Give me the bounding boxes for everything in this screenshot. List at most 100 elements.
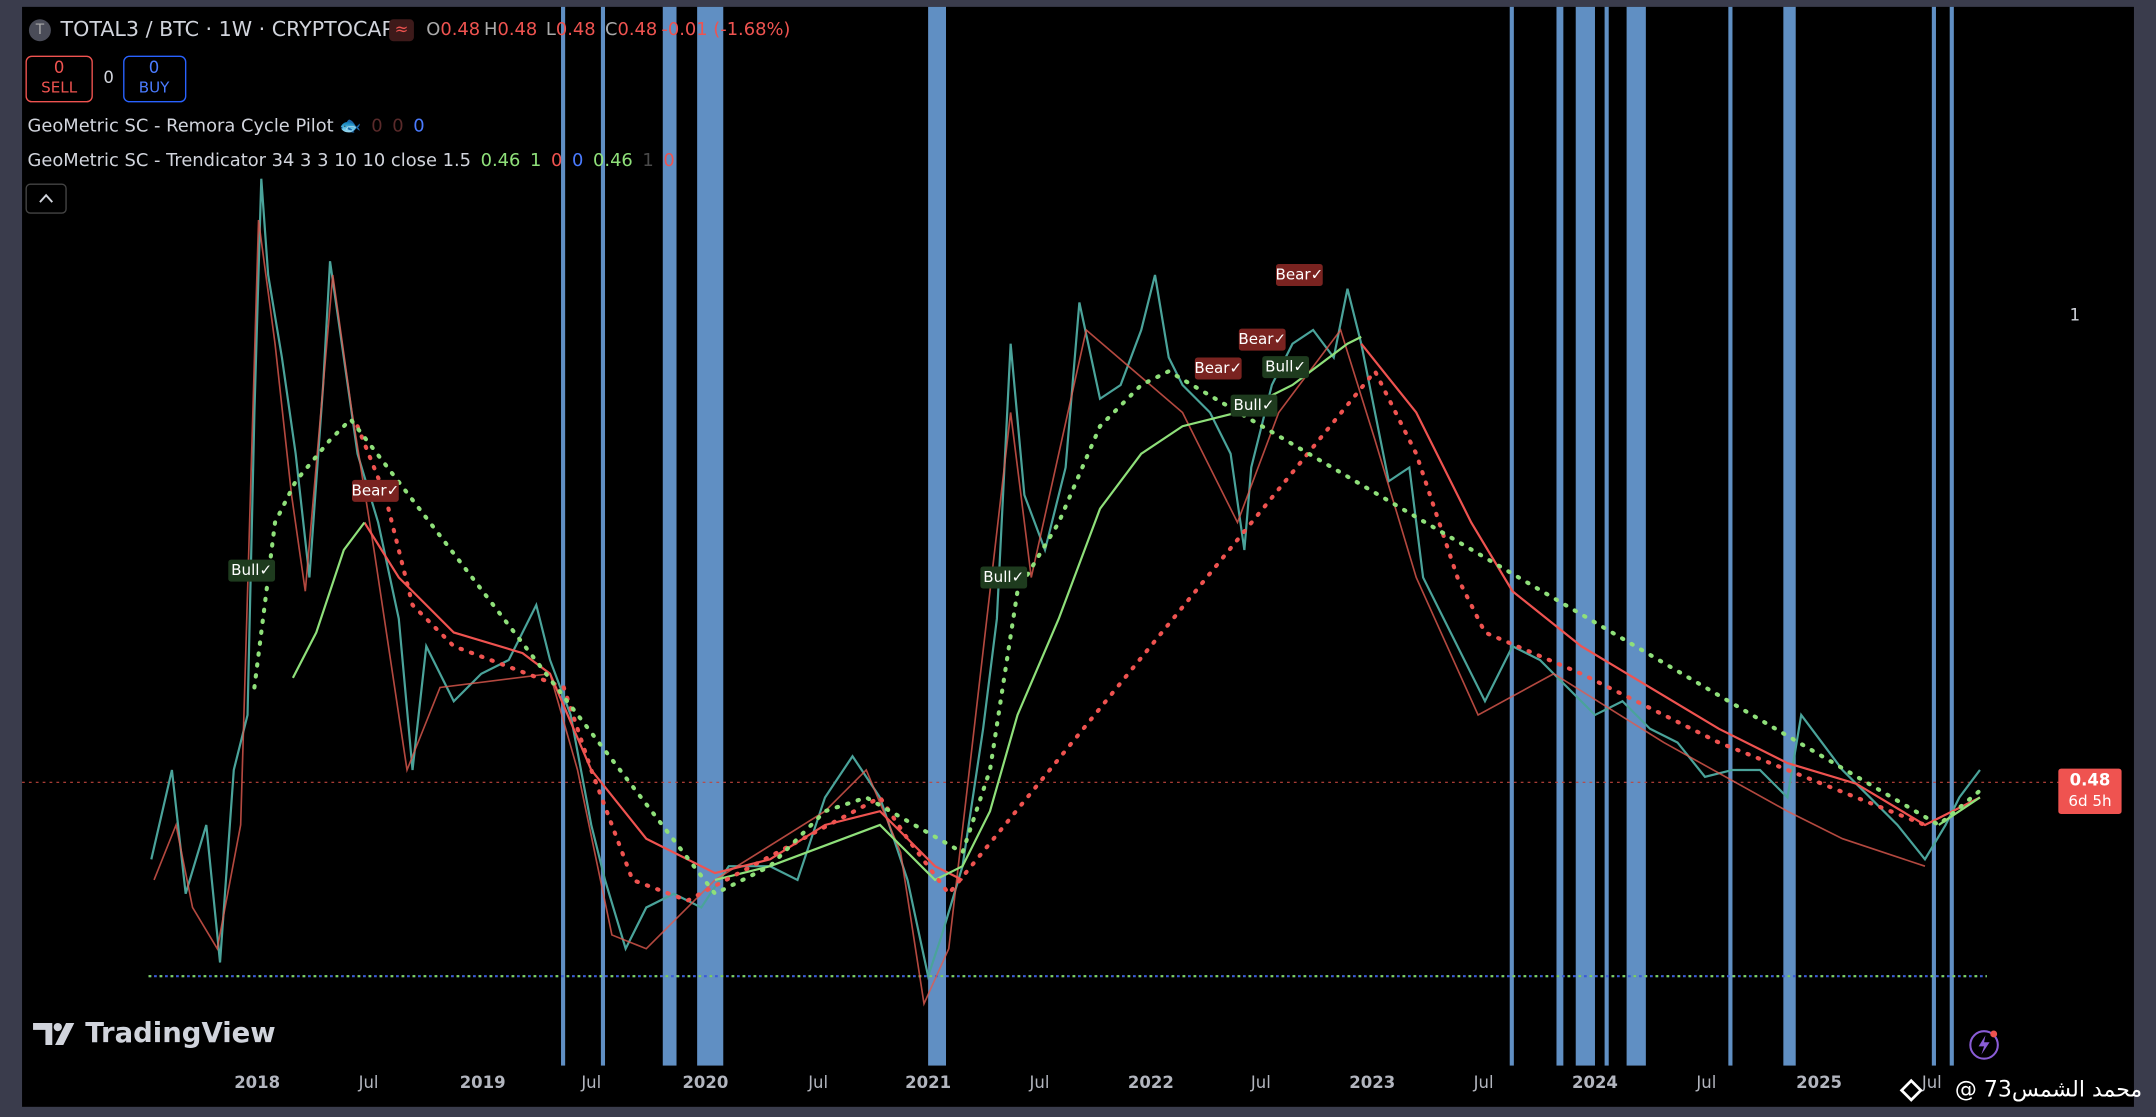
session-band bbox=[1949, 6, 1954, 1066]
watermark: @ محمد الشمس73 bbox=[1955, 1077, 2142, 1102]
spread: 0 bbox=[103, 68, 114, 87]
indicator-value: 0 bbox=[572, 150, 583, 171]
time-label: Jul bbox=[1029, 1073, 1050, 1092]
signal-badge bbox=[1194, 357, 1242, 380]
sell-label: SELL bbox=[41, 78, 78, 96]
ohlc-key: L bbox=[546, 19, 556, 40]
time-label: Jul bbox=[1250, 1073, 1271, 1092]
signal-label: Bull✓ bbox=[983, 568, 1024, 586]
signal-labels: Bull✓ Bear✓ Bull✓ Bear✓ Bear✓ Bear✓ Bull✓ Bull✓ bbox=[228, 263, 1323, 589]
sell-count: 0 bbox=[54, 58, 65, 77]
ohlc-value: 0.48 bbox=[497, 19, 537, 40]
time-label: 2024 bbox=[1572, 1073, 1618, 1092]
session-band bbox=[1931, 6, 1936, 1066]
signal-label: Bull✓ bbox=[231, 561, 272, 579]
quick-action[interactable] bbox=[1969, 1030, 1999, 1060]
symbol: TOTAL3 / BTC · 1W · CRYPTOCAP bbox=[60, 17, 394, 41]
indicator-value: 0 bbox=[551, 150, 562, 171]
session-band bbox=[1783, 6, 1796, 1066]
signal-badge bbox=[1275, 263, 1323, 286]
ohlc-key: H bbox=[484, 19, 497, 40]
price-trace-down bbox=[153, 219, 1926, 1007]
symbol-icon bbox=[28, 19, 51, 42]
time-label: 2020 bbox=[682, 1073, 728, 1092]
trail-dots-bear bbox=[355, 367, 1928, 903]
signal-badge bbox=[1262, 356, 1309, 379]
indicator-value: 0.46 bbox=[593, 150, 633, 171]
indicator-value: 0 bbox=[392, 115, 403, 136]
slow-average bbox=[363, 521, 963, 881]
signal-badge bbox=[228, 559, 276, 582]
session-band bbox=[1556, 6, 1564, 1066]
session-band bbox=[928, 6, 947, 1066]
session-band bbox=[1509, 6, 1514, 1066]
trail-dots-bull bbox=[252, 368, 1983, 897]
buy-count: 0 bbox=[149, 58, 160, 77]
logo-dot bbox=[53, 1022, 62, 1032]
status-icon: ≈ bbox=[395, 20, 409, 39]
signal-label: Bull✓ bbox=[1265, 358, 1306, 376]
collapse-chevron bbox=[39, 193, 54, 203]
session-band bbox=[561, 6, 566, 1066]
time-axis: 2018 Jul 2019 Jul 2020 Jul 2021 Jul 2022 Jul 2023 J… bbox=[234, 1073, 1942, 1092]
signal-label: Bear✓ bbox=[1238, 330, 1286, 348]
ohlc-value: 0.48 bbox=[618, 19, 658, 40]
time-label: Jul bbox=[1695, 1073, 1716, 1092]
time-label: Jul bbox=[807, 1073, 828, 1092]
time-label: Jul bbox=[1921, 1073, 1942, 1092]
session-band bbox=[1626, 6, 1646, 1066]
time-label: 2025 bbox=[1796, 1073, 1842, 1092]
session-band bbox=[1575, 6, 1595, 1066]
pane-label: 1 bbox=[2070, 306, 2081, 325]
logo-mark bbox=[33, 1022, 75, 1045]
indicator-value: 1 bbox=[642, 150, 653, 171]
indicator-name: GeoMetric SC - Remora Cycle Pilot 🐟 bbox=[28, 115, 362, 136]
signal-badge bbox=[1238, 328, 1286, 351]
signal-badge bbox=[980, 566, 1028, 589]
time-label: 2019 bbox=[460, 1073, 506, 1092]
sell-button[interactable] bbox=[25, 55, 93, 103]
slow-average-2 bbox=[1360, 343, 1981, 827]
time-label: 2021 bbox=[905, 1073, 951, 1092]
buy-button[interactable] bbox=[123, 55, 187, 103]
price-tag bbox=[2058, 768, 2122, 814]
time-label: 2023 bbox=[1349, 1073, 1395, 1092]
indicator-value: 0 bbox=[663, 150, 674, 171]
signal-label: Bear✓ bbox=[1194, 359, 1242, 377]
signal-badge bbox=[1230, 394, 1278, 417]
indicator-value: 0 bbox=[371, 115, 382, 136]
symbol-icon-letter: T bbox=[35, 22, 45, 38]
ohlc-key: C bbox=[605, 19, 617, 40]
session-band bbox=[600, 6, 606, 1066]
indicator-value: 1 bbox=[530, 150, 541, 171]
ohlc-value: 0.48 bbox=[440, 19, 480, 40]
signal-label: Bear✓ bbox=[352, 481, 400, 499]
price-tag-price: 0.48 bbox=[2070, 770, 2111, 789]
session-band bbox=[1728, 6, 1733, 1066]
signal-badge bbox=[352, 479, 399, 502]
status-badge bbox=[389, 19, 414, 42]
fast-average bbox=[291, 521, 366, 679]
ohlc-key: O bbox=[426, 19, 440, 40]
ohlc: O0.48 H0.48 L0.48 C0.48 bbox=[426, 19, 657, 40]
chart-pane bbox=[22, 6, 2134, 1107]
signal-label: Bear✓ bbox=[1275, 265, 1323, 283]
indicators: GeoMetric SC - Remora Cycle Pilot 🐟 0 0 0Ge… bbox=[28, 115, 675, 170]
time-label: Jul bbox=[358, 1073, 379, 1092]
ohlc-item: C0.48 bbox=[605, 19, 657, 40]
collapse-button[interactable] bbox=[25, 183, 67, 214]
time-label: 2022 bbox=[1128, 1073, 1174, 1092]
notify-dot bbox=[1990, 1030, 1998, 1038]
indicator-value: 0 bbox=[413, 115, 424, 136]
buy-label: BUY bbox=[139, 78, 170, 96]
indicator-row: GeoMetric SC - Remora Cycle Pilot 🐟 0 0 0 bbox=[28, 115, 425, 136]
change: -0.01 (-1.68%) bbox=[661, 19, 790, 40]
session-band bbox=[662, 6, 677, 1066]
ohlc-item: H0.48 bbox=[484, 19, 537, 40]
ohlc-value: 0.48 bbox=[556, 19, 596, 40]
indicator-name: GeoMetric SC - Trendicator 34 3 3 10 10 … bbox=[28, 150, 471, 171]
indicator-row: GeoMetric SC - Trendicator 34 3 3 10 10 … bbox=[28, 150, 675, 171]
time-label: Jul bbox=[1473, 1073, 1494, 1092]
